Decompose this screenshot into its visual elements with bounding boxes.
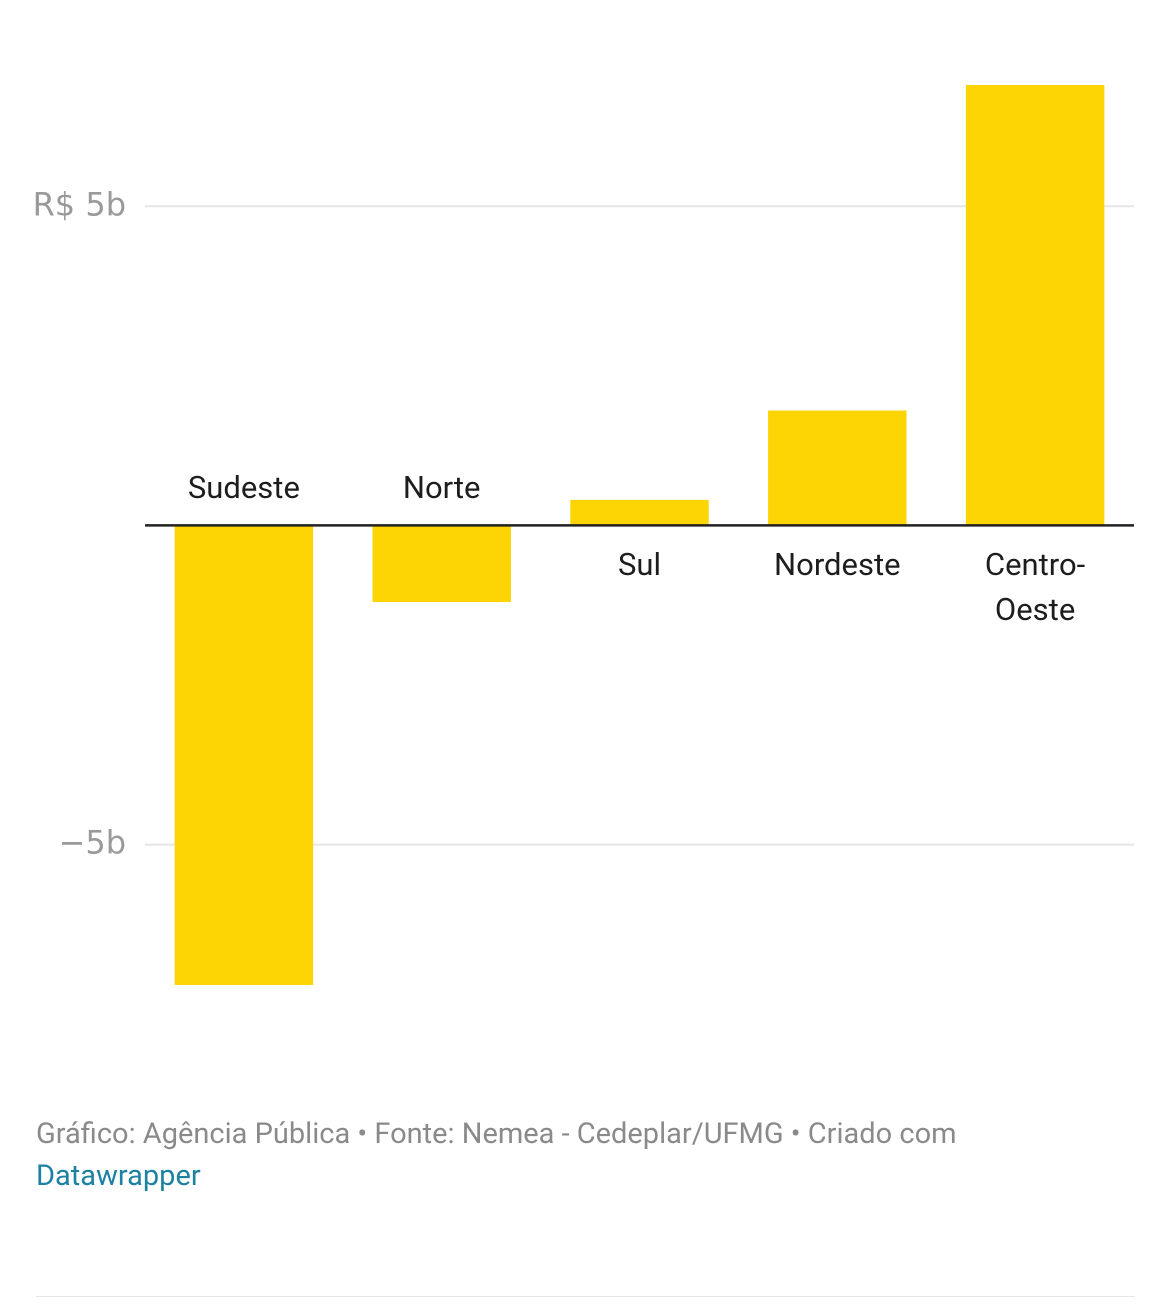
category-label: Sul — [617, 546, 662, 584]
category-label: Centro-Oeste — [984, 546, 1086, 629]
bar — [570, 499, 709, 526]
source-text: Gráfico: Agência Pública • Fonte: Nemea … — [36, 1117, 957, 1151]
footer-rule — [36, 1296, 1135, 1297]
credit-link[interactable]: Datawrapper — [36, 1159, 201, 1193]
bar — [372, 525, 511, 603]
y-tick-label: R$ 5b — [33, 185, 126, 223]
category-label: Sudeste — [187, 469, 300, 507]
category-label: Norte — [402, 469, 481, 507]
bar — [768, 410, 907, 526]
bar — [174, 525, 314, 985]
y-tick-label: −5b — [59, 824, 126, 862]
category-label: Nordeste — [774, 546, 901, 584]
footer: Gráfico: Agência Pública • Fonte: Nemea … — [36, 1113, 1146, 1197]
bar — [965, 85, 1105, 526]
chart: R$ 5b −5b — [33, 85, 1134, 985]
